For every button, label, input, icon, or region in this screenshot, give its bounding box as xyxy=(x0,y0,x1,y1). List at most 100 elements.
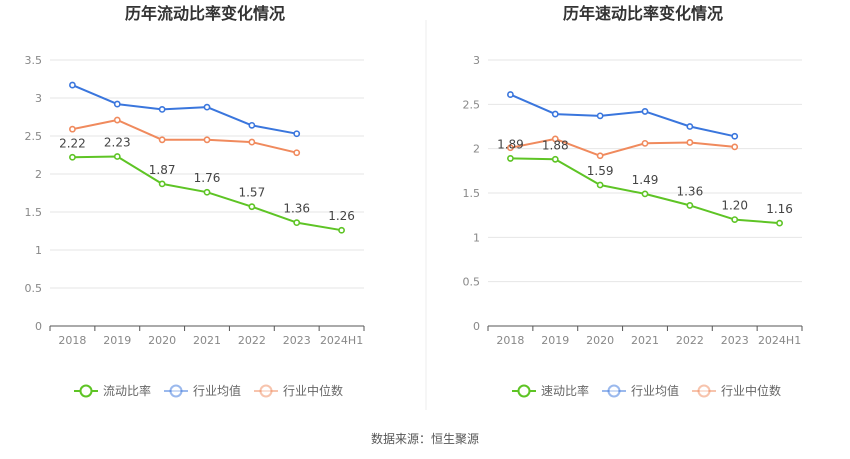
data-point[interactable] xyxy=(507,144,514,152)
legend-item[interactable]: 速动比率 xyxy=(512,383,589,398)
data-label: 1.49 xyxy=(632,173,659,187)
data-point[interactable] xyxy=(158,106,166,113)
x-tick-label: 2023 xyxy=(721,334,749,347)
data-point[interactable] xyxy=(507,155,514,162)
data-point[interactable] xyxy=(641,108,649,115)
x-tick-label: 2020 xyxy=(148,334,176,347)
data-point[interactable] xyxy=(203,188,211,196)
y-tick-label: 3.5 xyxy=(25,54,43,67)
data-point[interactable] xyxy=(113,153,121,160)
legend-label: 行业均值 xyxy=(193,383,241,398)
data-label: 1.89 xyxy=(497,137,524,151)
data-label: 1.36 xyxy=(283,202,310,216)
x-tick-label: 2019 xyxy=(103,334,131,347)
data-point[interactable] xyxy=(69,153,76,161)
data-point[interactable] xyxy=(596,152,604,160)
data-label: 1.87 xyxy=(149,163,176,177)
legend-label: 行业中位数 xyxy=(721,383,781,398)
data-label: 1.36 xyxy=(676,184,703,198)
x-tick-label: 2022 xyxy=(676,334,704,347)
data-point[interactable] xyxy=(158,180,166,188)
legend-item[interactable]: 行业均值 xyxy=(602,383,679,398)
y-tick-label: 2 xyxy=(35,168,42,181)
y-tick-label: 0 xyxy=(35,320,42,333)
y-tick-label: 2.5 xyxy=(463,98,481,111)
data-point[interactable] xyxy=(641,190,649,198)
data-point[interactable] xyxy=(203,136,211,144)
data-label: 2.23 xyxy=(104,136,131,150)
data-point[interactable] xyxy=(551,135,559,143)
data-point[interactable] xyxy=(69,125,76,133)
data-point[interactable] xyxy=(507,91,514,98)
data-point[interactable] xyxy=(731,132,739,140)
legend-swatch-marker xyxy=(697,384,711,398)
y-tick-label: 3 xyxy=(35,92,42,105)
data-point[interactable] xyxy=(686,202,694,209)
x-tick-label: 2021 xyxy=(193,334,221,347)
legend-item[interactable]: 行业中位数 xyxy=(254,383,343,398)
data-point[interactable] xyxy=(293,130,301,138)
data-label: 1.59 xyxy=(587,164,614,178)
current-ratio-chart: 历年流动比率变化情况 0 0.5 1 1.5 2 2.5 3 3.5 2018 2019 2020 2… xyxy=(25,4,365,398)
legend-item[interactable]: 行业均值 xyxy=(164,383,241,398)
data-point[interactable] xyxy=(69,81,76,89)
legend-swatch-marker xyxy=(607,384,621,398)
data-label: 1.16 xyxy=(766,202,793,216)
data-point[interactable] xyxy=(686,123,694,130)
series-line xyxy=(72,119,297,154)
data-point[interactable] xyxy=(551,155,559,163)
data-point[interactable] xyxy=(551,110,559,118)
data-point[interactable] xyxy=(248,121,256,129)
data-point[interactable] xyxy=(776,219,783,227)
data-source-note: 数据来源：恒生聚源 xyxy=(371,431,479,446)
chart-title: 历年速动比率变化情况 xyxy=(563,4,723,23)
chart-title: 历年流动比率变化情况 xyxy=(125,4,285,23)
series-line xyxy=(510,137,735,157)
data-point[interactable] xyxy=(686,139,694,146)
data-label: 1.76 xyxy=(194,171,221,185)
y-tick-label: 0 xyxy=(473,320,480,333)
x-tick-label: 2018 xyxy=(496,334,524,347)
series-line xyxy=(72,84,297,135)
legend-label: 流动比率 xyxy=(103,383,151,398)
x-tick-label: 2020 xyxy=(586,334,614,347)
data-point[interactable] xyxy=(203,103,211,111)
data-point[interactable] xyxy=(113,100,121,108)
x-tick-label: 2024H1 xyxy=(320,334,363,347)
legend-swatch-marker xyxy=(79,384,93,398)
x-tick-label: 2022 xyxy=(238,334,266,347)
data-point[interactable] xyxy=(641,139,649,147)
legend-swatch-marker xyxy=(259,384,273,398)
data-point[interactable] xyxy=(248,138,256,146)
y-tick-label: 2.5 xyxy=(25,130,43,143)
y-tick-label: 2 xyxy=(473,143,480,156)
data-point[interactable] xyxy=(596,112,604,120)
y-tick-label: 1 xyxy=(473,231,480,244)
legend-item[interactable]: 行业中位数 xyxy=(692,383,781,398)
quick-ratio-chart: 历年速动比率变化情况 0 0.5 1 1.5 2 2.5 3 2018 2019 2020 2021… xyxy=(463,4,803,398)
data-point[interactable] xyxy=(158,136,166,144)
data-label: 1.26 xyxy=(328,209,355,223)
legend-swatch-marker xyxy=(517,384,531,398)
legend-item[interactable]: 流动比率 xyxy=(74,383,151,398)
x-tick-label: 2021 xyxy=(631,334,659,347)
data-point[interactable] xyxy=(731,143,739,151)
data-point[interactable] xyxy=(293,219,301,227)
y-tick-label: 1 xyxy=(35,244,42,257)
x-tick-label: 2024H1 xyxy=(758,334,801,347)
y-tick-label: 1.5 xyxy=(25,206,43,219)
legend-label: 速动比率 xyxy=(541,383,589,398)
legend-label: 行业中位数 xyxy=(283,383,343,398)
data-point[interactable] xyxy=(731,216,739,223)
data-point[interactable] xyxy=(596,181,604,189)
data-point[interactable] xyxy=(338,226,345,234)
x-tick-label: 2023 xyxy=(283,334,311,347)
data-point[interactable] xyxy=(293,149,301,157)
y-tick-label: 0.5 xyxy=(25,282,43,295)
data-label: 2.22 xyxy=(59,136,86,150)
data-point[interactable] xyxy=(113,116,121,124)
y-tick-label: 0.5 xyxy=(463,276,481,289)
data-point[interactable] xyxy=(248,203,256,211)
legend-label: 行业均值 xyxy=(631,383,679,398)
y-tick-label: 3 xyxy=(473,54,480,67)
